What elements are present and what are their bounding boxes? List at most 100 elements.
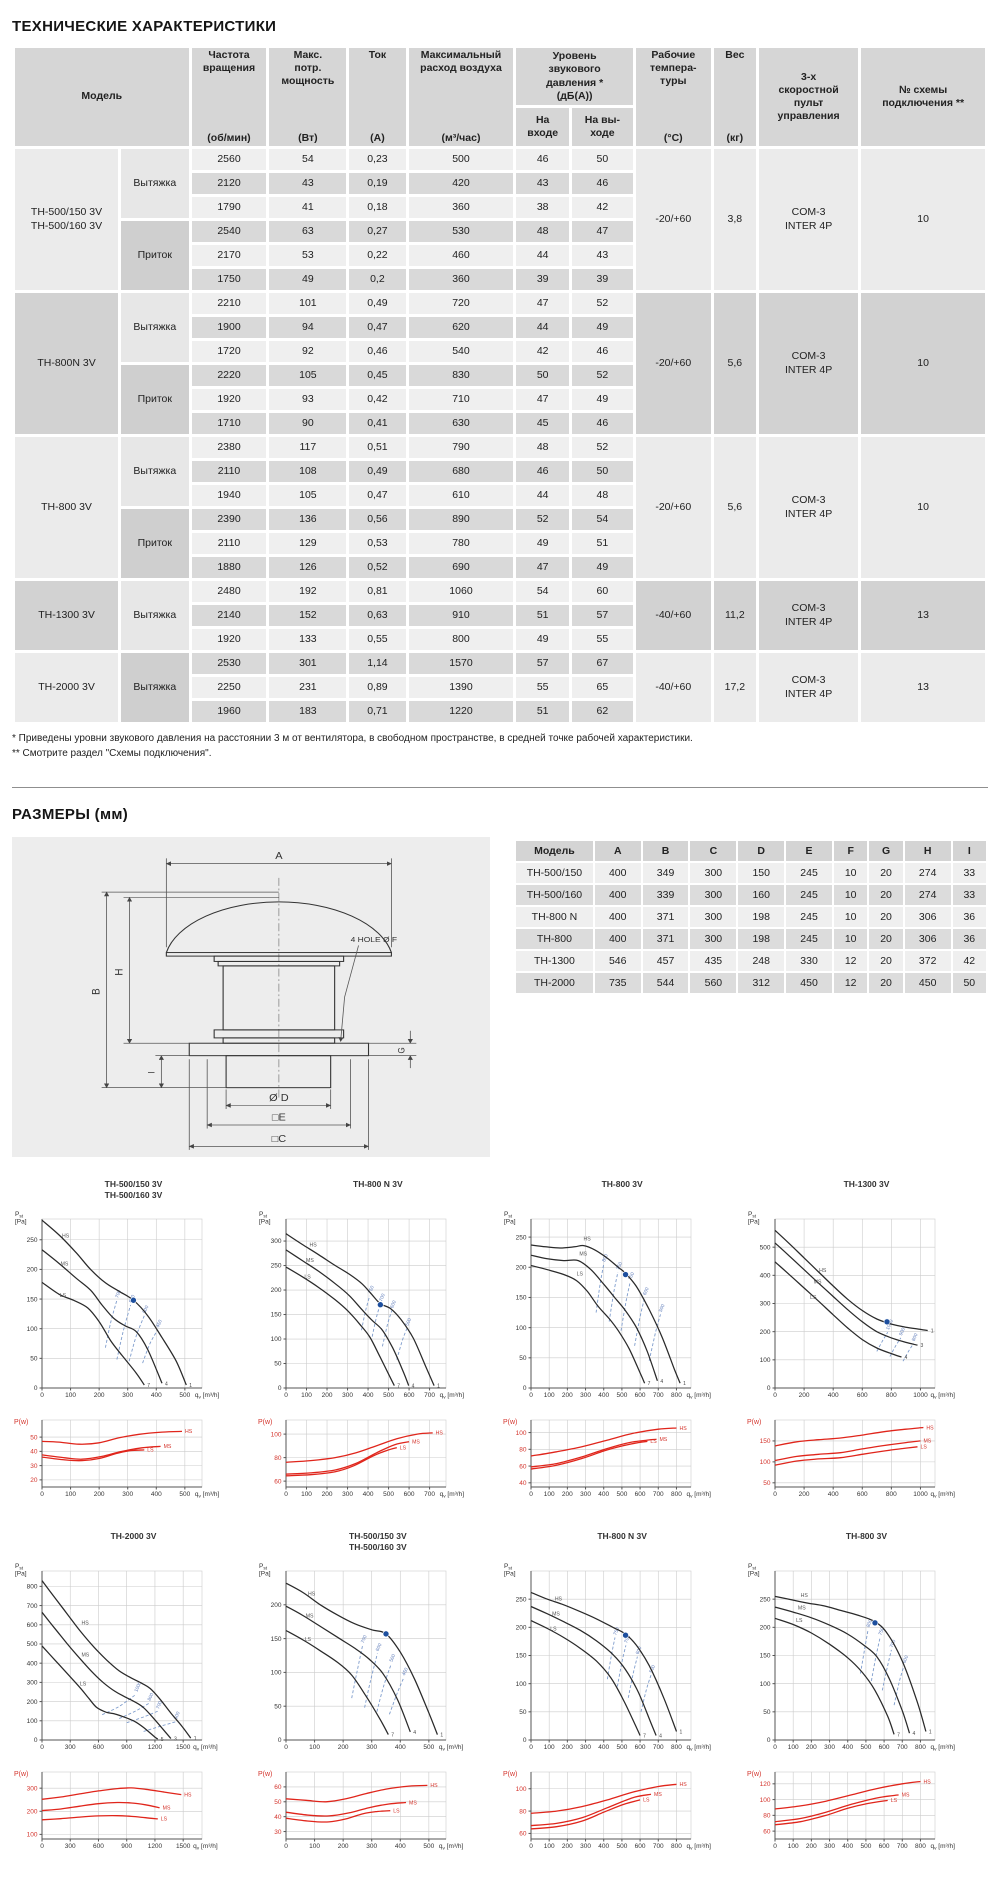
svg-text:0: 0 [529,1744,533,1751]
svg-text:200: 200 [27,1699,38,1706]
spec-value-cell: 108 [269,461,347,482]
spec-value-cell: 67 [571,653,633,674]
dim-label-C: □C [272,1134,287,1144]
svg-text:Pst: Pst [748,1211,757,1220]
svg-text:7: 7 [392,1733,395,1739]
svg-text:200: 200 [94,1392,105,1399]
svg-text:MS: MS [579,1251,587,1257]
dim-value-cell: 198 [738,929,785,949]
chart-title: ТН-800 3V [845,1531,888,1541]
spec-value-cell: 105 [269,365,347,386]
operating-point [621,1631,629,1639]
svg-text:750: 750 [877,1626,886,1636]
fan-drawing: A B H G I Ø D □E □C 4 HOLE Ø F [12,837,490,1157]
dim-table-row: ТН-800 400 371 300 198 245 10 20 306 36 [516,929,986,949]
svg-text:MS: MS [163,1806,171,1812]
svg-text:1000: 1000 [885,1319,895,1331]
svg-text:qv [m³/h]: qv [m³/h] [930,1491,955,1500]
svg-text:200: 200 [799,1392,810,1399]
dim-col-header: I [952,841,986,861]
chart-title: ТН-2000 3V [110,1531,157,1541]
spec-value-cell: 0,22 [349,245,406,266]
svg-text:LS: LS [161,1817,168,1823]
svg-text:0: 0 [523,1737,527,1744]
svg-text:0: 0 [278,1385,282,1392]
svg-text:50: 50 [275,1361,283,1368]
svg-text:Pst: Pst [259,1563,268,1572]
svg-text:200: 200 [27,1267,38,1274]
svg-text:50: 50 [519,1709,527,1716]
dim-value-cell: 400 [594,863,641,883]
svg-text:HS: HS [184,1792,192,1798]
dim-table-header: Модель A B C D E F G H I [516,841,986,861]
curve-MS [285,1249,410,1386]
dim-table-body: ТН-500/150 400 349 300 150 245 10 20 274 33 ТН-500… [516,863,986,993]
svg-text:300: 300 [824,1843,835,1850]
mode-cell: Вытяжка [121,437,189,506]
spec-value-cell: 780 [408,533,514,554]
svg-text:60: 60 [763,1828,771,1835]
curve-HS [41,1580,192,1739]
svg-text:300: 300 [760,1301,771,1308]
spec-value-cell: 830 [408,365,514,386]
svg-text:400: 400 [363,1491,374,1498]
svg-text:500: 500 [424,1744,435,1751]
svg-text:100: 100 [543,1392,554,1399]
temp-cell: -20/+60 [635,149,711,290]
model-name-cell: ТН-800N 3V [15,293,119,434]
svg-text:60: 60 [275,1478,283,1485]
spec-value-cell: 48 [571,485,633,506]
svg-text:100: 100 [309,1744,320,1751]
svg-text:200: 200 [515,1264,526,1271]
svg-text:300: 300 [65,1843,76,1850]
svg-text:50: 50 [763,1480,771,1487]
curve-HS [286,1784,428,1803]
svg-text:LS: LS [147,1448,154,1454]
spec-value-cell: 48 [516,437,569,458]
dim-value-cell: 12 [833,951,868,971]
svg-text:MS: MS [409,1800,417,1806]
svg-text:MS: MS [552,1612,560,1618]
fan-body [165,901,392,1089]
svg-text:4: 4 [414,1730,417,1736]
section-divider [12,787,988,788]
svg-text:50: 50 [763,1709,771,1716]
dim-value-cell: 10 [833,907,868,927]
fan-curve-chart: ТН-500/150 3V ТН-500/160 3V 0 50 100 150 200 0 1… [256,1531,499,1861]
spec-value-cell: 54 [269,149,347,170]
dim-value-cell: 312 [738,973,785,993]
svg-text:800: 800 [671,1843,682,1850]
spec-value-cell: 0,52 [349,557,406,578]
dim-value-cell: 150 [738,863,785,883]
spec-value-cell: 0,47 [349,317,406,338]
svg-text:500: 500 [616,1491,627,1498]
spec-value-cell: 0,47 [349,485,406,506]
spec-value-cell: 301 [269,653,347,674]
dim-value-cell: 546 [594,951,641,971]
spec-value-cell: 93 [269,389,347,410]
svg-text:200: 200 [338,1843,349,1850]
svg-text:0: 0 [40,1843,44,1850]
dim-value-cell: ТН-800 N [516,907,593,927]
svg-text:200: 200 [338,1744,349,1751]
dim-value-cell: 349 [642,863,689,883]
weight-cell: 17,2 [713,653,756,722]
spec-value-cell: 790 [408,437,514,458]
svg-text:30: 30 [30,1463,38,1470]
spec-value-cell: 0,63 [349,605,406,626]
spec-value-cell: 43 [516,173,569,194]
spec-value-cell: 2560 [191,149,267,170]
schema-cell: 10 [861,437,985,578]
svg-text:600: 600 [634,1843,645,1850]
svg-text:800: 800 [671,1392,682,1399]
svg-text:700: 700 [27,1603,38,1610]
svg-text:Pst: Pst [504,1563,513,1572]
svg-text:80: 80 [275,1455,283,1462]
svg-text:1200: 1200 [148,1843,163,1850]
svg-text:MS: MS [659,1437,667,1443]
svg-text:400: 400 [760,1273,771,1280]
dim-col-header: C [690,841,737,861]
dim-value-cell: ТН-500/150 [516,863,593,883]
